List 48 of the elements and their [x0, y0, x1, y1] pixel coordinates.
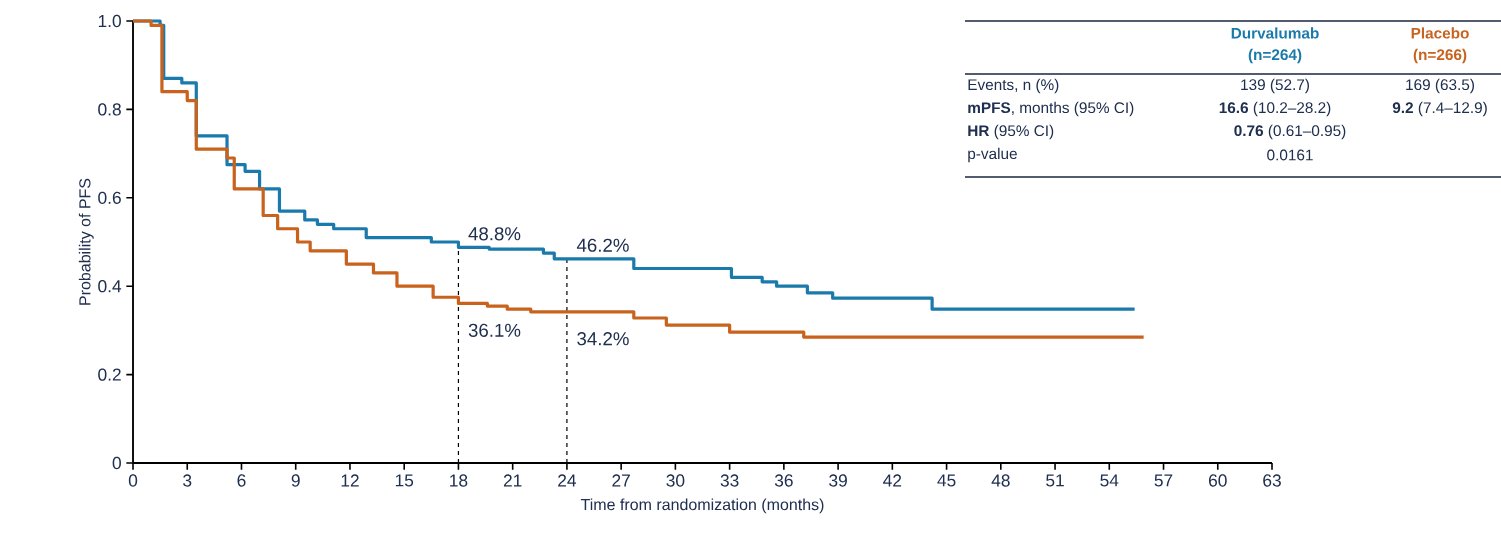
x-tick-label: 30: [666, 474, 685, 487]
annotation: (n=264): [1248, 48, 1302, 64]
y-tick-label: 0.6: [98, 191, 121, 204]
x-tick-label: 48: [991, 474, 1010, 487]
annotation: 46.2%: [576, 238, 629, 252]
x-tick-label: 42: [883, 474, 902, 487]
x-tick-label: 9: [291, 474, 300, 487]
x-tick-label: 57: [1154, 474, 1173, 487]
annotation: p-value: [968, 147, 1017, 163]
annotation: 0.76 (0.61–0.95): [1234, 124, 1346, 140]
y-tick-label: 0: [112, 456, 121, 470]
x-tick-label: 33: [720, 474, 739, 487]
x-tick-label: 21: [503, 474, 522, 487]
x-tick-label: 51: [1046, 474, 1064, 487]
x-tick-label: 60: [1209, 474, 1227, 487]
annotation: 36.1%: [468, 323, 521, 337]
x-tick-label: 63: [1263, 474, 1281, 487]
x-tick-label: 27: [612, 474, 630, 487]
annotation: 0.0161: [1267, 149, 1313, 161]
annotation: 48.8%: [468, 227, 521, 241]
x-axis-title: Time from randomization (months): [580, 498, 824, 514]
y-axis-title: Probability of PFS: [78, 178, 94, 305]
annotation: 139 (52.7): [1241, 78, 1309, 94]
text: Placebo: [1411, 27, 1469, 39]
annotation: mPFS, months (95% CI): [968, 101, 1134, 117]
x-tick-label: 3: [183, 474, 192, 487]
y-tick-label: 0.8: [98, 103, 121, 116]
y-tick-label: 0.4: [98, 280, 122, 293]
annotation: HR (95% CI): [968, 124, 1054, 140]
x-tick-label: 0: [128, 474, 138, 487]
annotation: 34.2%: [577, 332, 629, 346]
x-tick-label: 24: [558, 474, 577, 487]
y-tick-label: 1.0: [98, 14, 121, 28]
x-tick-label: 6: [237, 474, 246, 487]
x-tick-label: 15: [395, 474, 414, 487]
x-tick-label: 12: [341, 474, 359, 487]
text: 9.2 (7.4–12.9): [1392, 101, 1487, 117]
text: 169 (63.5): [1406, 78, 1474, 94]
text: (n=266): [1413, 48, 1467, 64]
annotation: Events, n (%): [968, 78, 1059, 94]
annotation: 16.6 (10.2–28.2): [1219, 101, 1331, 117]
x-tick-label: 54: [1100, 474, 1119, 487]
text: Durvalumab: [1231, 27, 1319, 39]
y-tick-label: 0.2: [98, 368, 121, 381]
x-tick-label: 45: [937, 474, 956, 487]
x-tick-label: 18: [450, 474, 468, 487]
x-tick-label: 39: [829, 474, 847, 487]
x-tick-label: 36: [774, 474, 793, 487]
